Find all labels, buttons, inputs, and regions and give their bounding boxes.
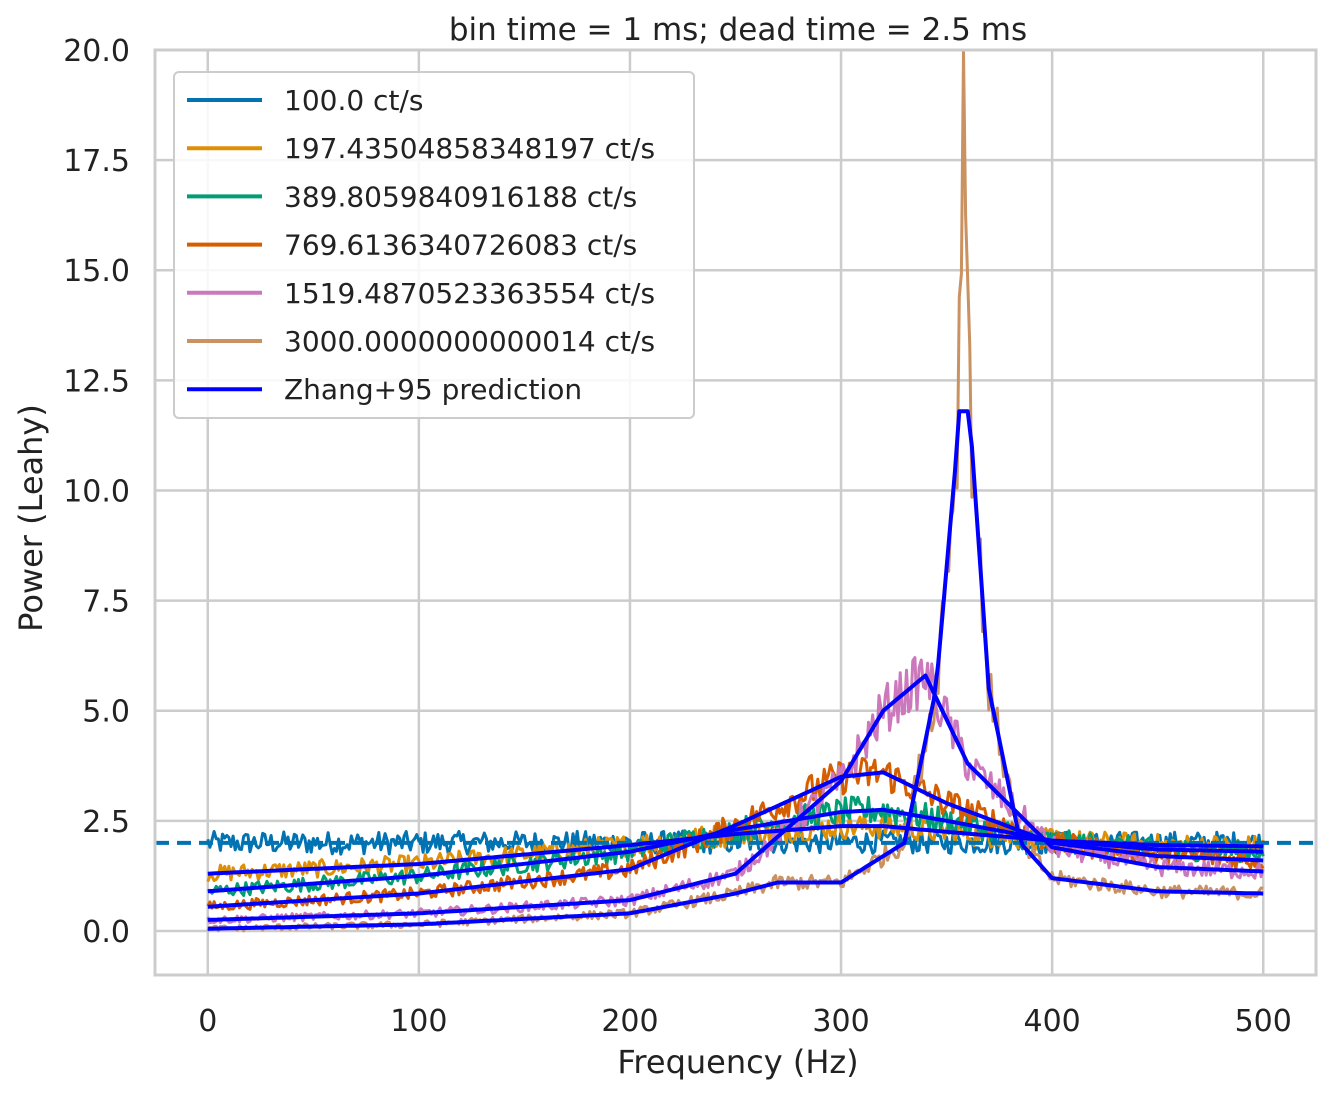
legend: 100.0 ct/s 197.43504858348197 ct/s 389.805…	[173, 71, 695, 419]
legend-entry-label: 100.0 ct/s	[284, 84, 423, 117]
y-tick-labels: 0.0 2.5 5.0 7.5 10.0 12.5 15.0 17.5 20.0	[63, 34, 130, 950]
legend-entry-label: 197.43504858348197 ct/s	[284, 132, 655, 165]
chart-title: bin time = 1 ms; dead time = 2.5 ms	[449, 12, 1027, 48]
legend-box	[173, 71, 695, 419]
x-axis-label: Frequency (Hz)	[617, 1043, 858, 1081]
y-tick-label: 15.0	[63, 254, 130, 289]
y-tick-label: 0.0	[82, 915, 130, 950]
y-tick-label: 17.5	[63, 144, 130, 179]
model-curve-3	[207, 770, 1264, 909]
legend-entry-label: 1519.4870523363554 ct/s	[284, 277, 655, 310]
legend-entry-label: Zhang+95 prediction	[284, 373, 582, 406]
model-curve-4	[207, 673, 1264, 922]
x-tick-label: 200	[601, 1004, 658, 1039]
y-tick-label: 12.5	[63, 364, 130, 399]
x-tick-labels: 0 100 200 300 400 500	[198, 1004, 1292, 1039]
y-tick-label: 2.5	[82, 805, 130, 840]
plot-frame	[153, 48, 1318, 977]
x-tick-label: 100	[390, 1004, 447, 1039]
x-tick-label: 300	[812, 1004, 869, 1039]
model-curves	[207, 409, 1264, 931]
y-tick-label: 10.0	[63, 474, 130, 509]
model-curve-5	[207, 409, 1264, 931]
y-tick-label: 20.0	[63, 34, 130, 69]
x-tick-label: 400	[1024, 1004, 1081, 1039]
legend-entry-label: 769.6136340726083 ct/s	[284, 229, 637, 262]
legend-entry-label: 3000.0000000000014 ct/s	[284, 325, 655, 358]
legend-entry-label: 389.8059840916188 ct/s	[284, 180, 637, 213]
y-tick-label: 7.5	[82, 585, 130, 620]
y-axis-label: Power (Leahy)	[12, 404, 50, 632]
model-curve-2	[207, 807, 1264, 894]
x-tick-label: 500	[1235, 1004, 1292, 1039]
x-tick-label: 0	[198, 1004, 217, 1039]
y-tick-label: 5.0	[82, 695, 130, 730]
